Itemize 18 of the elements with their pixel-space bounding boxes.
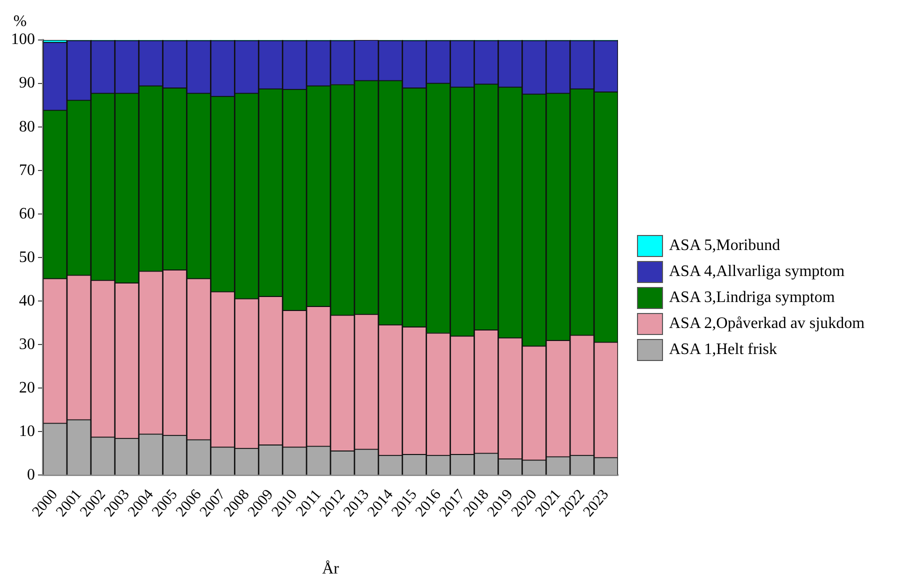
text: ASA 3,Lindriga symptom xyxy=(669,289,835,307)
y-tick-label: 50 xyxy=(19,248,35,266)
y-tick-label: 70 xyxy=(19,162,35,179)
legend-label: ASA 4,Allvarliga symptom xyxy=(669,263,845,281)
y-tick-label: 80 xyxy=(19,118,35,136)
legend-label: ASA 1,Helt frisk xyxy=(669,341,777,359)
x-axis-title: År xyxy=(322,560,340,578)
y-tick-label: 20 xyxy=(19,379,35,396)
legend-label: ASA 5,Moribund xyxy=(669,237,780,255)
y-axis-title: % xyxy=(13,13,27,30)
y-tick-label: 40 xyxy=(19,292,35,310)
y-tick-label: 30 xyxy=(19,336,35,353)
y-tick-label: 0 xyxy=(27,466,35,484)
y-tick-label: 10 xyxy=(19,422,35,440)
y-tick-label: 60 xyxy=(19,205,35,222)
y-tick-label: 90 xyxy=(19,74,35,92)
legend-label: ASA 2,Opåverkad av sjukdom xyxy=(669,315,865,333)
y-tick-label: 100 xyxy=(11,31,35,48)
